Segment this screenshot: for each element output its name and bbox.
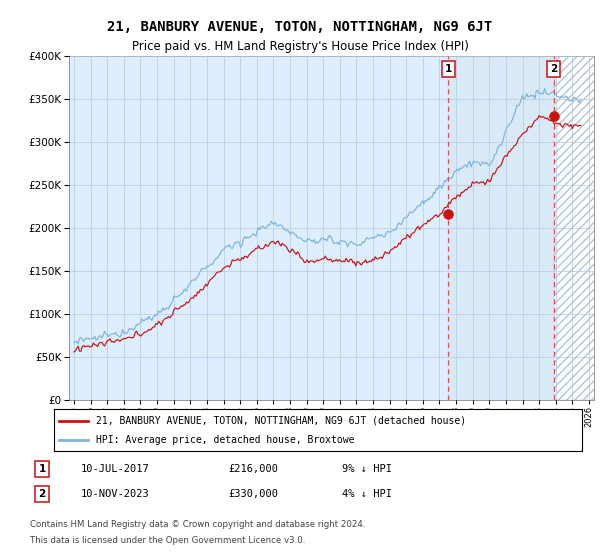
Text: Contains HM Land Registry data © Crown copyright and database right 2024.: Contains HM Land Registry data © Crown c…	[30, 520, 365, 529]
Text: Price paid vs. HM Land Registry's House Price Index (HPI): Price paid vs. HM Land Registry's House …	[131, 40, 469, 53]
Text: HPI: Average price, detached house, Broxtowe: HPI: Average price, detached house, Brox…	[96, 435, 355, 445]
Text: This data is licensed under the Open Government Licence v3.0.: This data is licensed under the Open Gov…	[30, 536, 305, 545]
Text: 2: 2	[550, 64, 557, 74]
Bar	[554, 56, 600, 400]
Text: 21, BANBURY AVENUE, TOTON, NOTTINGHAM, NG9 6JT (detached house): 21, BANBURY AVENUE, TOTON, NOTTINGHAM, N…	[96, 416, 466, 426]
Text: £330,000: £330,000	[228, 489, 278, 499]
Text: 2: 2	[38, 489, 46, 499]
Bar	[448, 56, 554, 400]
Text: 21, BANBURY AVENUE, TOTON, NOTTINGHAM, NG9 6JT: 21, BANBURY AVENUE, TOTON, NOTTINGHAM, N…	[107, 20, 493, 34]
Text: 10-NOV-2023: 10-NOV-2023	[81, 489, 150, 499]
Text: 4% ↓ HPI: 4% ↓ HPI	[342, 489, 392, 499]
Text: £216,000: £216,000	[228, 464, 278, 474]
Text: 1: 1	[445, 64, 452, 74]
Text: 9% ↓ HPI: 9% ↓ HPI	[342, 464, 392, 474]
Text: 1: 1	[38, 464, 46, 474]
Bar	[554, 56, 600, 400]
Text: 10-JUL-2017: 10-JUL-2017	[81, 464, 150, 474]
